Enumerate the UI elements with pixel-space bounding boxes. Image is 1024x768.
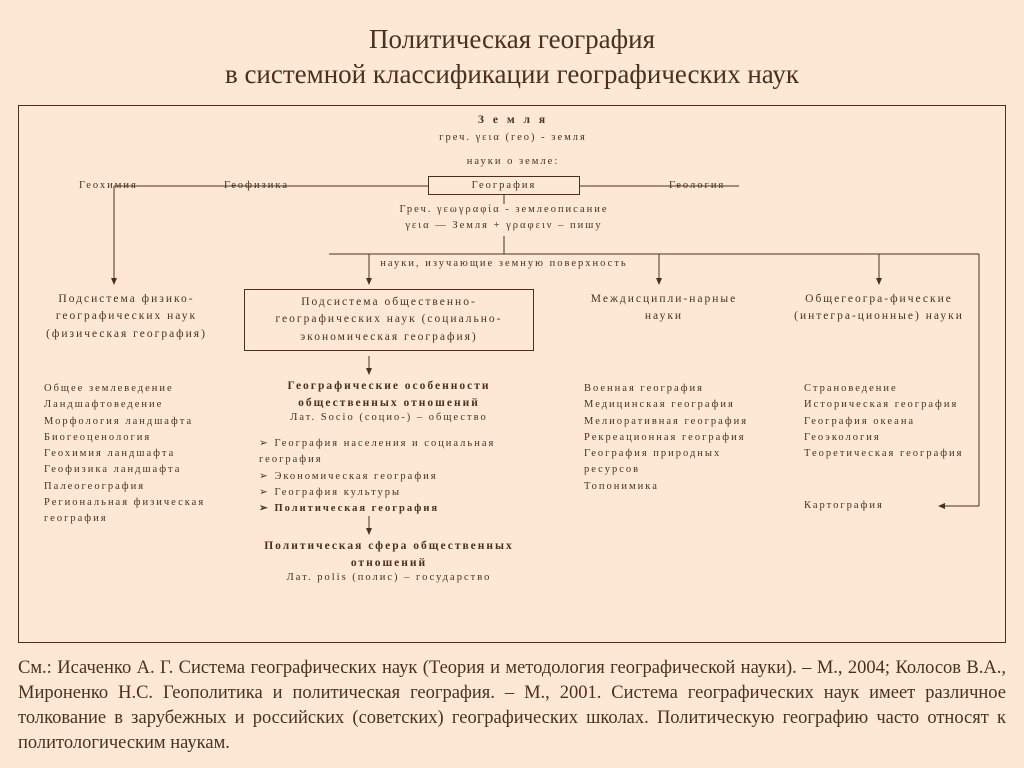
title-line-2: в системной классификации географических… bbox=[225, 59, 799, 89]
sci-geology: Геология bbox=[669, 180, 725, 191]
footnote: См.: Исаченко А. Г. Система географическ… bbox=[18, 656, 1006, 756]
c2-subetym: Лат. Socio (социо-) – общество bbox=[244, 412, 534, 423]
c2-bullets: География населения и социальная географ… bbox=[259, 436, 539, 517]
page-title: Политическая география в системной класс… bbox=[0, 0, 1024, 92]
c2-foot-etym: Лат. polis (полис) – государство bbox=[244, 572, 534, 583]
sci-geochem: Геохимия bbox=[79, 180, 138, 191]
c3-head: Междисципли-нарные науки bbox=[579, 291, 749, 326]
c4-foot: Картография bbox=[804, 500, 884, 511]
sci-geophys: Геофизика bbox=[224, 180, 289, 191]
surface-label: науки, изучающие земную поверхность bbox=[279, 258, 729, 269]
geo-etym-2: γεια — Земля + γραφειν – пишу bbox=[279, 220, 729, 231]
c3-items: Военная географияМедицинская географияМе… bbox=[584, 381, 764, 495]
title-line-1: Политическая география bbox=[369, 24, 655, 54]
c1-items: Общее землеведениеЛандшафтоведениеМорфол… bbox=[44, 381, 224, 527]
c2-foot-head: Политическая сфера общественных отношени… bbox=[244, 538, 534, 573]
c1-head: Подсистема физико-географических наук (ф… bbox=[39, 291, 214, 343]
c2-subhead: Географические особенности общественных … bbox=[244, 378, 534, 413]
geo-etym-1: Греч. γεωγραφία - землеописание bbox=[279, 204, 729, 215]
c2-head-box: Подсистема общественно-географических на… bbox=[244, 289, 534, 351]
diagram-frame: З е м л я греч. γεια (гео) - земля науки… bbox=[18, 105, 1006, 643]
geography-box-label: География bbox=[472, 180, 537, 191]
root-label: З е м л я bbox=[19, 114, 1007, 126]
root-sub: науки о земле: bbox=[19, 156, 1007, 167]
geography-box: География bbox=[428, 176, 580, 195]
c4-head: Общегеогра-фические (интегра-ционные) на… bbox=[794, 291, 964, 326]
root-etym: греч. γεια (гео) - земля bbox=[19, 132, 1007, 143]
c4-items: СтрановедениеИсторическая географияГеогр… bbox=[804, 381, 984, 462]
